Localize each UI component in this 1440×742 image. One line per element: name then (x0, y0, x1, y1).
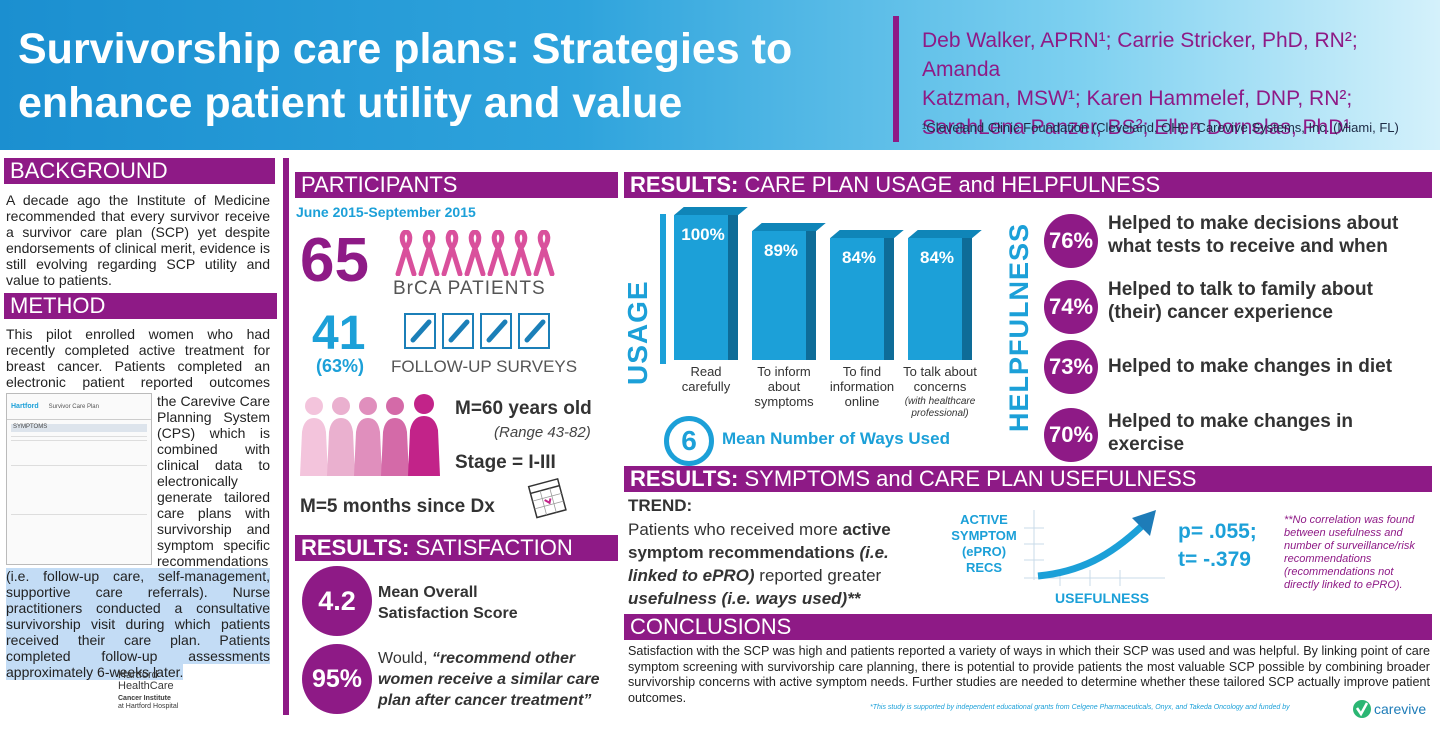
usage-bar-category: Read carefully (681, 364, 731, 394)
trend-graph (1020, 500, 1170, 592)
patients-count: 65 (300, 226, 369, 295)
helpfulness-pct: 73% (1044, 340, 1098, 394)
conclusions-heading: CONCLUSIONS (624, 614, 1432, 640)
usage-bar-top (674, 207, 748, 215)
surveys-label: FOLLOW-UP SURVEYS (391, 357, 578, 376)
surveys-pct: (63%) (316, 356, 365, 376)
cps-screenshot: Hartford Survivor Care Plan SYMPTOMS (6, 393, 152, 565)
usage-bar-value: 89% (763, 240, 799, 260)
method-text-highlight: (i.e. follow-up care, self-management, s… (6, 568, 270, 680)
helpfulness-text: Helped to make changes in diet (1108, 356, 1393, 377)
helpfulness-pct: 76% (1044, 214, 1098, 268)
background-heading: BACKGROUND (4, 158, 275, 184)
usage-bar-category: To inform about symptoms (754, 364, 814, 409)
helpfulness-item: 76% Helped to make decisions about what … (1044, 212, 1424, 268)
calendar-icon (526, 474, 570, 520)
trend-label: TREND: (628, 496, 693, 515)
hartford-logo: Hartford HealthCare Cancer Institute at … (118, 669, 179, 711)
usage-heading: RESULTS: CARE PLAN USAGE and HELPFULNESS (624, 172, 1432, 198)
title-divider (893, 16, 899, 142)
usage-bar-category: To find information online (829, 364, 895, 409)
carevive-logo-text: carevive (1374, 701, 1427, 717)
poster-title: Survivorship care plans: Strategies to e… (18, 25, 793, 127)
usage-bar-chart: 100% Read carefully 89% To inform about sym… (668, 205, 986, 419)
trend-text: Patients who received more active sympto… (628, 520, 891, 608)
background-text: A decade ago the Institute of Medicine r… (6, 192, 270, 288)
affiliations: ¹Cleveland Clinic Foundation (Cleveland,… (922, 120, 1399, 135)
usage-bar-value: 100% (681, 225, 725, 244)
age-mean: M=60 years old (455, 398, 592, 419)
screenshot-tab: SYMPTOMS (11, 424, 147, 432)
title-banner (0, 0, 1440, 150)
participants-heading: PARTICIPANTS (295, 172, 618, 198)
helpfulness-text: Helped to talk to family about (their) c… (1108, 279, 1373, 323)
recommend-text: Would, “recommend other women receive a … (378, 650, 600, 709)
authors: Deb Walker, APRN¹; Carrie Stricker, PhD,… (922, 29, 1358, 139)
age-range: (Range 43-82) (494, 424, 591, 441)
satisfaction-score-label: Mean Overall Satisfaction Score (378, 584, 518, 622)
trend-y-axis: ACTIVE SYMPTOM (ePRO) RECS (951, 512, 1017, 575)
helpfulness-item: 70% Helped to make changes in exercise (1044, 408, 1424, 462)
ribbon-icons (392, 229, 557, 277)
usage-bar (830, 238, 894, 360)
usage-bar-category: To talk about concerns (903, 364, 977, 394)
method-text-side: the Carevive Care Planning System (CPS) … (157, 393, 270, 569)
usage-bar-value: 84% (841, 248, 877, 268)
carevive-logo: carevive (1352, 698, 1436, 720)
usage-bar-value: 84% (919, 248, 955, 268)
usage-bar (908, 238, 972, 360)
patients-label: BrCA PATIENTS (393, 278, 546, 299)
satisfaction-score: 4.2 (302, 566, 372, 636)
helpfulness-item: 73% Helped to make changes in diet (1044, 340, 1424, 394)
carevive-logo-mark (1353, 700, 1371, 718)
helpfulness-text: Helped to make decisions about what test… (1108, 213, 1399, 257)
helpfulness-pct: 70% (1044, 408, 1098, 462)
women-icon (296, 392, 446, 476)
trend-statistics: p= .055; t= -.379 (1178, 520, 1257, 571)
conclusions-text: Satisfaction with the SCP was high and p… (628, 644, 1430, 705)
mean-ways-label: Mean Number of Ways Used (722, 429, 950, 448)
usage-axis-label: USAGE (622, 280, 653, 385)
usage-axis-line (660, 214, 666, 364)
usage-bar (674, 215, 738, 360)
usage-bar-top (752, 222, 826, 231)
recommend-pct: 95% (302, 644, 372, 714)
satisfaction-heading: RESULTS: SATISFACTION (295, 535, 618, 561)
stage: Stage = I-III (455, 452, 556, 473)
helpfulness-item: 74% Helped to talk to family about (thei… (1044, 278, 1424, 334)
months-since-dx: M=5 months since Dx (300, 496, 495, 517)
usage-bar (752, 230, 816, 360)
helpfulness-pct: 74% (1044, 280, 1098, 334)
surveys-count: 41 (312, 307, 366, 360)
usage-bar-note: (with healthcare professional) (904, 396, 976, 419)
mean-ways-count: 6 (664, 416, 714, 466)
helpfulness-text: Helped to make changes in exercise (1108, 411, 1353, 455)
participants-dates: June 2015-September 2015 (296, 204, 476, 220)
symptoms-heading: RESULTS: SYMPTOMS and CARE PLAN USEFULNE… (624, 466, 1432, 492)
helpfulness-axis-label: HELPFULNESS (1004, 222, 1034, 432)
funding-note: *This study is supported by independent … (870, 704, 1290, 711)
screenshot-header: Survivor Care Plan (48, 403, 99, 410)
trend-note: **No correlation was found between usefu… (1284, 514, 1415, 591)
usage-bar-top (830, 230, 904, 239)
usage-bar-top (908, 230, 982, 239)
trend-x-axis: USEFULNESS (1055, 590, 1150, 606)
column-divider (283, 158, 289, 715)
survey-icons (403, 310, 553, 352)
method-heading: METHOD (4, 293, 277, 319)
